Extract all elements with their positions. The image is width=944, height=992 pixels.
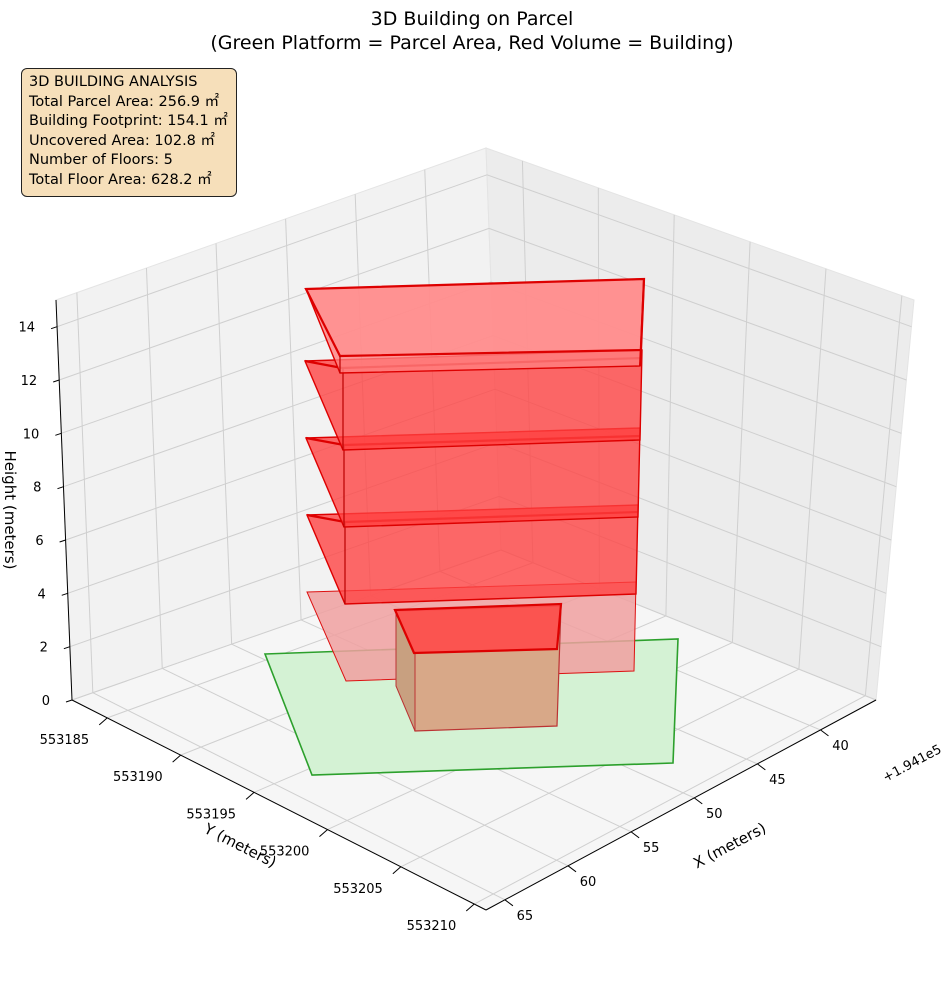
y-tick-mark [98,717,108,726]
z-tick-label: 0 [42,694,50,709]
grid-y-floor [400,668,800,868]
x-tick-label: 60 [580,875,597,890]
grid-y-wall [731,241,751,643]
grid-z-left [56,174,488,328]
z-tick-label: 6 [35,534,43,549]
x-tick-label: 65 [517,909,534,924]
x-tick-label: 50 [706,807,723,822]
roof-right-edge [639,278,645,367]
x-axis-label: X (meters) [690,819,769,872]
grid-x-floor [92,692,506,901]
grid-z-left [59,227,490,381]
z-tick-label: 12 [21,374,38,389]
y-tick-label: 553205 [333,882,383,897]
z-tick-mark [50,326,58,330]
y-tick-label: 553190 [113,770,163,785]
y-axis-line [71,699,487,911]
x-tick-label: 55 [643,841,660,856]
grid-y-wall [798,268,827,670]
z-tick-label: 4 [37,587,45,602]
z-tick-label: 2 [40,641,48,656]
grid-x-wall [215,243,233,645]
grid-x-wall [76,292,94,693]
z-tick-mark [53,379,60,383]
chart-title: 3D Building on Parcel [371,8,574,30]
z-tick-mark [63,646,71,650]
y-tick-mark [465,903,475,912]
x-tick-mark [504,899,514,907]
x-axis-line [485,699,877,911]
info-parcel-area: Total Parcel Area: 256.9 ㎡ [29,93,220,110]
y-tick-label: 553185 [40,733,90,748]
y-tick-mark [245,791,255,800]
z-axis-line [55,299,73,701]
info-uncovered-area: Uncovered Area: 102.8 ㎡ [29,132,216,149]
roof-top [304,277,646,358]
x-tick-mark [693,797,703,805]
grid-y-floor [474,695,866,905]
analysis-info-box: 3D BUILDING ANALYSIS Total Parcel Area: … [21,68,237,197]
grid-y-wall [665,214,675,616]
y-tick-mark [172,754,181,763]
x-tick-mark [757,763,766,771]
x-tick-label: 45 [769,773,786,788]
z-tick-mark [57,486,64,490]
building-core-top [393,602,563,655]
y-tick-mark [392,866,402,875]
y-tick-label: 553200 [260,845,310,860]
grid-z-right [488,227,907,381]
z-tick-label: 14 [19,321,36,336]
x-tick-mark [630,831,640,839]
y-tick-mark [319,829,328,837]
x-tick-mark [567,865,577,873]
x-tick-label: 40 [832,739,849,754]
z-tick-mark [65,699,73,703]
x-axis-offset-label: +1.941e5 [880,742,944,785]
grid-x-wall [145,268,163,669]
z-tick-label: 8 [33,481,41,496]
x-tick-mark [820,729,829,737]
y-tick-label: 553210 [407,919,457,934]
info-number-of-floors: Number of Floors: 5 [29,152,173,169]
building-volume [303,277,646,732]
grid-x-wall [285,218,302,620]
info-building-footprint: Building Footprint: 154.1 ㎡ [29,113,228,130]
z-tick-mark [61,592,68,596]
info-total-floor-area: Total Floor Area: 628.2 ㎡ [29,171,212,188]
info-header: 3D BUILDING ANALYSIS [29,74,198,90]
z-tick-label: 10 [23,427,40,442]
y-tick-label: 553195 [186,807,236,822]
z-tick-mark [55,432,62,436]
chart-subtitle: (Green Platform = Parcel Area, Red Volum… [210,32,733,54]
z-axis-label: Height (meters) [1,451,19,570]
z-tick-mark [59,539,66,543]
grid-z-right [486,174,912,328]
grid-y-wall [864,295,903,696]
z-axis: 0 2 4 6 8 10 12 14 Height (meters) [1,299,73,709]
